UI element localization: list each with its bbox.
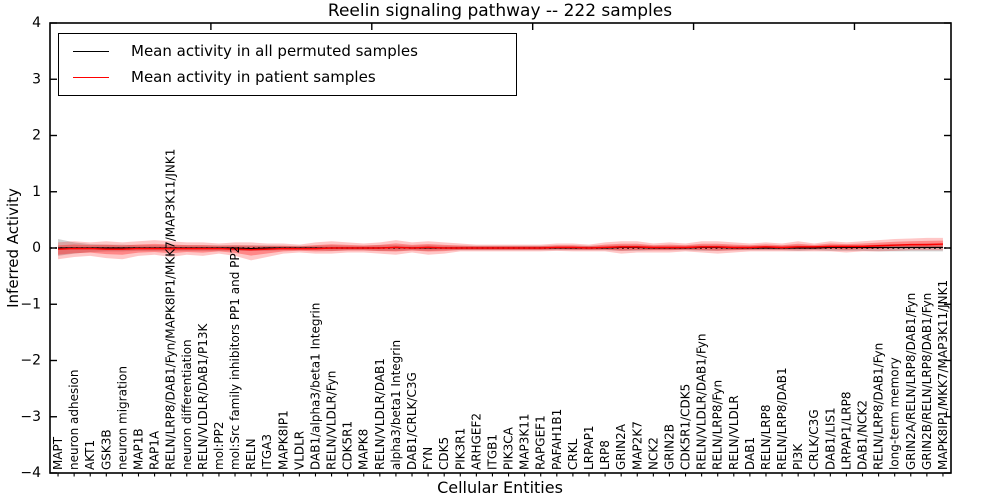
x-category-label: GRIN2B/RELN/LRP8/DAB1/Fyn (920, 293, 934, 470)
x-category-label: RELN/LRP8/DAB1/Fyn/MAPK8IP1/MKK7/MAP3K11… (164, 149, 178, 470)
legend-item-permuted: Mean activity in all permuted samples (59, 43, 516, 60)
x-category-label: RELN/VLDLR/DAB1 (373, 358, 387, 470)
x-category-label: PAFAH1B1 (550, 409, 564, 470)
x-category-label: MAP2K7 (630, 421, 644, 470)
x-category-label: RELN (244, 438, 258, 470)
x-category-label: MAP3K11 (518, 413, 532, 470)
x-category-label: DAB1/alpha3/beta1 Integrin (308, 303, 322, 470)
x-category-label: RELN/VLDLR/Fyn (325, 371, 339, 470)
x-category-label: LRP8 (598, 440, 612, 470)
y-tick-label: −3 (20, 409, 41, 425)
y-tick-label: −4 (20, 465, 41, 481)
x-category-label: LRPAP1/LRP8 (839, 391, 853, 470)
x-category-label: RELN/VLDLR/DAB1/P13K (196, 323, 210, 470)
x-category-label: LRPAP1 (582, 425, 596, 470)
top-axis-ticks (210, 23, 856, 30)
legend-patient-label: Mean activity in patient samples (131, 68, 376, 87)
legend-patient-line-swatch (73, 76, 109, 78)
x-category-label: PIK3R1 (453, 428, 467, 470)
x-category-label: MAP1B (131, 428, 145, 470)
x-category-label: PI3K (791, 443, 805, 470)
x-category-label: CDK5R1 (341, 421, 355, 470)
y-tick-label: 4 (32, 15, 41, 31)
x-category-label: MAPT (51, 436, 65, 470)
x-category-label: RELN/LRP8 (759, 404, 773, 470)
x-category-label: CDK5 (437, 437, 451, 470)
legend-permuted-label: Mean activity in all permuted samples (131, 42, 418, 61)
x-category-label: GSK3B (99, 429, 113, 470)
y-tick-label: −1 (20, 296, 41, 312)
x-category-label: MAPK8IP1 (276, 410, 290, 470)
x-category-label: DAB1 (743, 437, 757, 470)
x-axis-label: Cellular Entities (437, 478, 563, 497)
x-category-label: mol:PP2 (212, 421, 226, 470)
x-category-label: RELN/LRP8/Fyn (711, 380, 725, 470)
y-tick-label: 2 (32, 128, 41, 144)
x-category-label: CRKL (566, 438, 580, 470)
x-axis-ticks-and-labels: MAPT neuron adhesion AKT1 GSK3B neuron migra… (51, 149, 950, 477)
x-category-label: ARHGEF2 (469, 413, 483, 470)
legend: Mean activity in all permuted samples Me… (58, 33, 517, 96)
x-category-label: FYN (421, 447, 435, 470)
x-category-label: long-term memory (888, 357, 902, 470)
x-category-label: GRIN2A/RELN/LRP8/DAB1/Fyn (904, 293, 918, 470)
x-category-label: RAP1A (148, 430, 162, 470)
x-category-label: GRIN2A (614, 423, 628, 470)
legend-permuted-line-swatch (73, 51, 109, 53)
x-category-label: PIK3CA (502, 426, 516, 470)
x-category-label: RELN/VLDLR/DAB1/Fyn (695, 334, 709, 470)
x-category-label: CRLK/C3G (807, 409, 821, 470)
y-tick-label: 1 (32, 184, 41, 200)
y-tick-label: 0 (32, 240, 41, 256)
x-category-label: GRIN2B (662, 424, 676, 470)
x-category-label: mol:Src family inhibitors PP1 and PP2 (228, 246, 242, 470)
x-category-label: alpha3/beta1 Integrin (389, 340, 403, 470)
x-category-label: neuron migration (115, 366, 129, 470)
x-category-label: neuron adhesion (67, 369, 81, 470)
x-category-label: RAPGEF1 (534, 415, 548, 470)
patient-mean-line (58, 243, 943, 251)
x-category-label: DAB1/LIS1 (823, 407, 837, 470)
y-tick-label: −2 (20, 353, 41, 369)
x-category-label: DAB1/NCK2 (856, 400, 870, 470)
x-category-label: VLDLR (292, 431, 306, 470)
y-axis-ticks: −4 −3 −2 −1 0 1 2 3 4 (20, 15, 951, 481)
x-category-label: neuron differentiation (180, 339, 194, 470)
x-category-label: RELN/VLDLR (727, 395, 741, 470)
y-tick-label: 3 (32, 71, 41, 87)
chart-title: Reelin signaling pathway -- 222 samples (327, 1, 673, 21)
x-category-label: RELN/LRP8/DAB1/Fyn (872, 343, 886, 470)
x-category-label: CDK5R1/CDK5 (679, 384, 693, 470)
x-category-label: DAB1/CRLK/C3G (405, 372, 419, 470)
legend-item-patient: Mean activity in patient samples (59, 69, 516, 86)
x-category-label: NCK2 (646, 437, 660, 470)
x-category-label: ITGA3 (260, 434, 274, 470)
x-category-label: MAPK8IP1/MKK7/MAP3K11/JNK1 (936, 280, 950, 470)
x-category-label: AKT1 (83, 440, 97, 470)
x-category-label: MAPK8 (357, 429, 371, 470)
x-category-label: RELN/LRP8/DAB1 (775, 367, 789, 470)
x-category-label: ITGB1 (485, 434, 499, 470)
y-axis-label: Inferred Activity (4, 188, 22, 308)
